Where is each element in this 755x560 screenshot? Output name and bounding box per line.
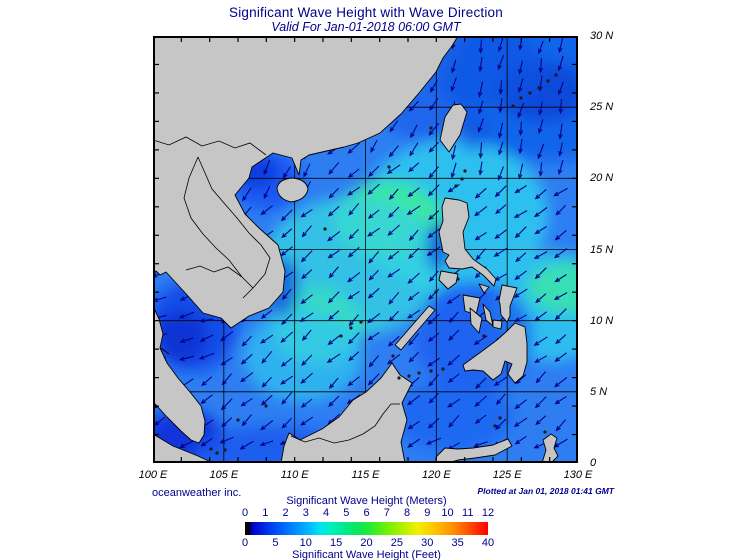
land-sulawesi — [435, 438, 513, 463]
plotted-timestamp: Plotted at Jan 01, 2018 01:41 GMT — [477, 486, 614, 496]
lat-tick-label: 30 N — [590, 30, 614, 42]
colorbar-tick-label: 10 — [299, 537, 312, 549]
lon-tick-label: 105 E — [209, 469, 239, 481]
colorbar-tick-label: 8 — [403, 507, 411, 519]
lat-tick-label: 10 N — [590, 314, 614, 327]
land-halmahera — [541, 433, 559, 463]
colorbar-tick-label: 10 — [441, 507, 454, 519]
land-mindanao — [462, 322, 528, 384]
landmass — [153, 36, 559, 463]
colorbar-title-feet: Significant Wave Height (Feet) — [292, 549, 441, 560]
map-frame — [153, 36, 578, 463]
colorbar-tick-label: 12 — [481, 507, 495, 519]
colorbar-tick-label: 2 — [282, 507, 289, 519]
land-sumatra — [153, 433, 214, 463]
page-title: Significant Wave Height with Wave Direct… — [229, 5, 503, 20]
land-palawan — [394, 305, 436, 351]
colorbar-tick-label: 6 — [363, 507, 370, 519]
colorbar-tick-label: 40 — [481, 537, 495, 549]
colorbar-tick-label: 7 — [383, 507, 390, 519]
land-bohol — [492, 319, 503, 330]
lon-tick-label: 120 E — [421, 469, 451, 481]
colorbar-tick-label: 20 — [360, 537, 373, 549]
lat-tick-label: 5 N — [590, 385, 608, 398]
colorbar-tick-label: 25 — [390, 537, 403, 549]
land-luzon — [438, 197, 497, 287]
colorbar-tick-label: 9 — [424, 507, 431, 519]
land-malay-peninsula — [153, 305, 206, 444]
lon-tick-label: 100 E — [138, 469, 168, 481]
colorbar-tick-label: 5 — [272, 537, 279, 549]
land-mindoro — [438, 270, 459, 290]
credit-text: oceanweather inc. — [152, 487, 242, 499]
colorbar-tick-label: 0 — [241, 537, 249, 549]
lon-tick-label: 125 E — [492, 469, 522, 481]
lat-tick-label: 15 N — [590, 243, 614, 256]
colorbar-tick-label: 15 — [330, 537, 343, 549]
land-taiwan — [439, 103, 468, 153]
island-dots — [209, 73, 558, 455]
lat-tick-label: 25 N — [590, 101, 614, 114]
land-samar-leyte — [498, 284, 518, 323]
colorbar-tick-label: 4 — [322, 507, 330, 519]
lon-tick-label: 110 E — [280, 469, 309, 481]
colorbar-tick-label: 30 — [421, 537, 434, 549]
land-mainland-asia — [153, 36, 459, 329]
land-hainan — [276, 177, 309, 203]
colorbar-gradient — [245, 522, 488, 535]
wave-map — [153, 36, 578, 463]
lon-tick-label: 130 E — [563, 469, 593, 481]
page-subtitle: Valid For Jan-01-2018 06:00 GMT — [271, 20, 461, 34]
colorbar-tick-label: 0 — [241, 507, 249, 519]
lat-tick-label: 20 N — [590, 172, 614, 185]
lon-tick-label: 115 E — [351, 469, 380, 481]
land-masbate — [478, 283, 490, 294]
colorbar-tick-label: 3 — [302, 507, 309, 519]
land-borneo — [280, 362, 413, 463]
lat-tick-label: 0 — [590, 457, 597, 469]
colorbar-tick-label: 11 — [462, 507, 474, 519]
colorbar-title-meters: Significant Wave Height (Meters) — [286, 495, 447, 507]
country-borders — [153, 136, 400, 444]
colorbar-tick-label: 35 — [451, 537, 464, 549]
colorbar-tick-label: 5 — [343, 507, 350, 519]
colorbar-tick-label: 1 — [262, 507, 269, 519]
land-negros — [469, 307, 483, 334]
